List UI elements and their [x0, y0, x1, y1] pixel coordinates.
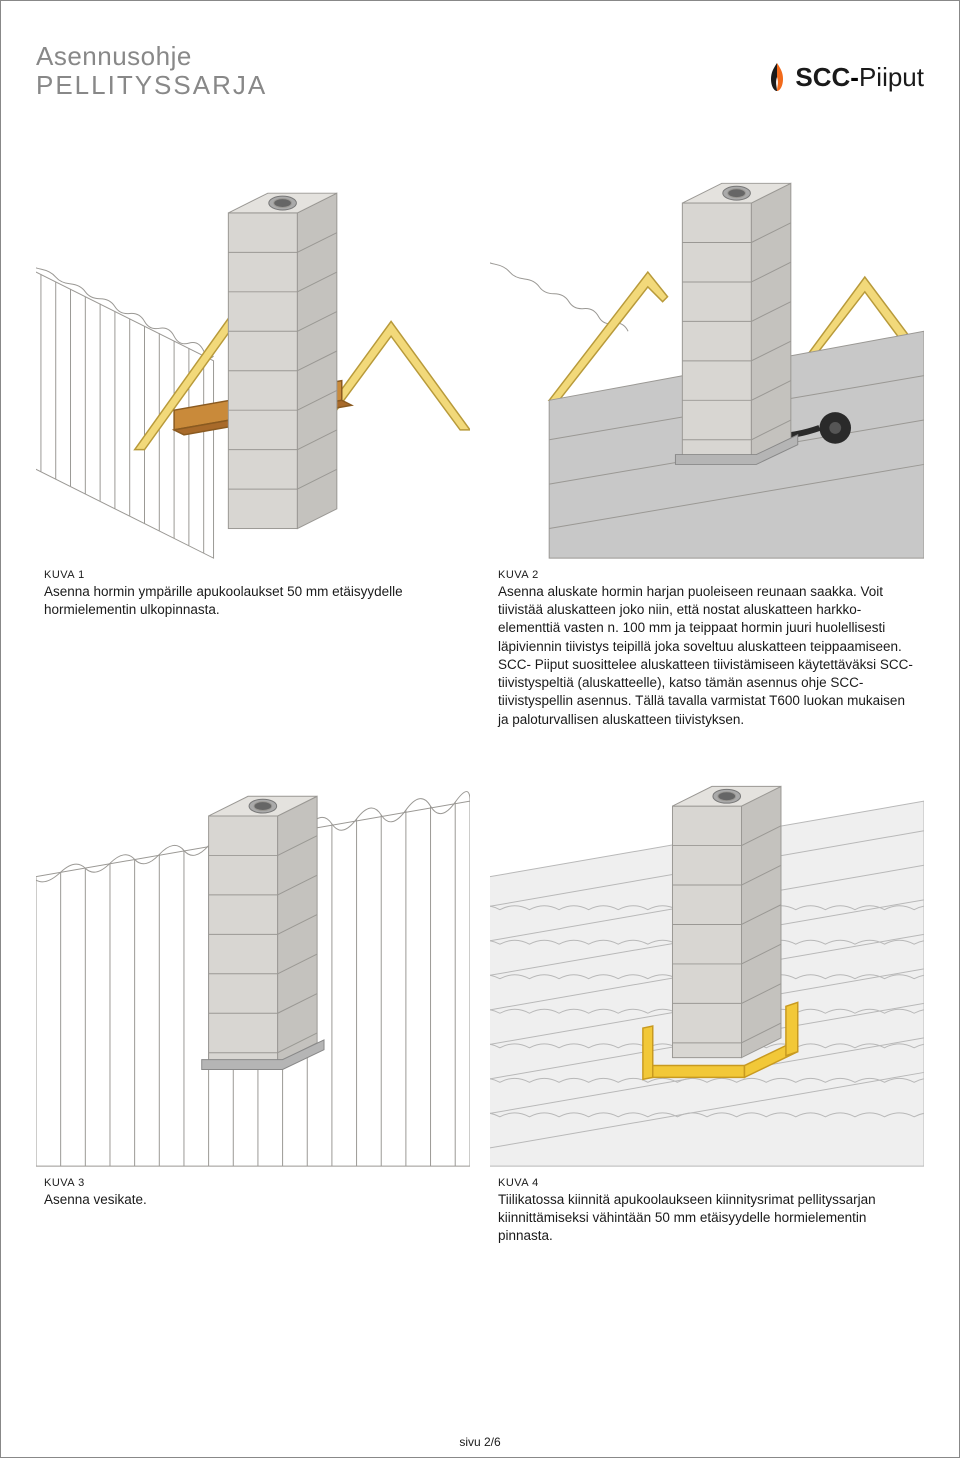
caption-4: KUVA 4 Tiilikatossa kiinnitä apukoolauks…	[490, 1169, 924, 1266]
logo-piiput: Piiput	[859, 62, 924, 92]
flame-icon	[765, 61, 789, 93]
kuva-label-3: KUVA 3	[44, 1177, 462, 1189]
kuva-label-2: KUVA 2	[498, 569, 916, 581]
header: Asennusohje PELLITYSSARJA SCC-Piiput	[36, 41, 924, 101]
figure-4-image	[490, 749, 924, 1169]
figure-grid: KUVA 1 Asenna hormin ympärille apukoolau…	[36, 141, 924, 1265]
caption-text-2: Asenna aluskate hormin harjan puoleiseen…	[498, 583, 916, 729]
caption-text-1: Asenna hormin ympärille apukoolaukset 50…	[44, 583, 462, 619]
figure-3	[36, 749, 470, 1169]
figure-4	[490, 749, 924, 1169]
caption-1: KUVA 1 Asenna hormin ympärille apukoolau…	[36, 561, 470, 749]
kuva-label-1: KUVA 1	[44, 569, 462, 581]
logo-text: SCC-Piiput	[795, 62, 924, 93]
figure-1	[36, 141, 470, 561]
logo-dash: -	[850, 62, 859, 92]
title-block: Asennusohje PELLITYSSARJA	[36, 41, 267, 101]
page-footer: sivu 2/6	[1, 1435, 959, 1449]
title-line1: Asennusohje	[36, 41, 267, 72]
figure-2-image	[490, 141, 924, 561]
figure-3-image	[36, 749, 470, 1169]
kuva-label-4: KUVA 4	[498, 1177, 916, 1189]
caption-2: KUVA 2 Asenna aluskate hormin harjan puo…	[490, 561, 924, 749]
title-line2: PELLITYSSARJA	[36, 70, 267, 101]
brand-logo: SCC-Piiput	[765, 61, 924, 93]
logo-scc: SCC	[795, 62, 850, 92]
caption-3: KUVA 3 Asenna vesikate.	[36, 1169, 470, 1266]
figure-1-image	[36, 141, 470, 561]
page: Asennusohje PELLITYSSARJA SCC-Piiput	[0, 0, 960, 1458]
caption-text-4: Tiilikatossa kiinnitä apukoolaukseen kii…	[498, 1191, 916, 1246]
caption-text-3: Asenna vesikate.	[44, 1191, 462, 1209]
figure-2	[490, 141, 924, 561]
